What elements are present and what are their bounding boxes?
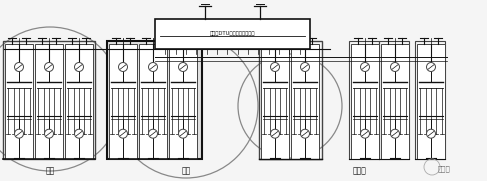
Bar — [65, 44, 93, 159]
Bar — [3, 41, 95, 159]
Bar — [259, 41, 322, 159]
Bar — [107, 41, 202, 159]
Text: 分布式DTU环网自愈控制中心: 分布式DTU环网自愈控制中心 — [210, 31, 255, 36]
Circle shape — [427, 129, 435, 138]
Circle shape — [270, 62, 280, 71]
Circle shape — [391, 62, 399, 71]
Text: 辐射式: 辐射式 — [353, 166, 367, 175]
Bar — [381, 44, 409, 159]
Circle shape — [75, 62, 83, 71]
Circle shape — [179, 62, 187, 71]
Bar — [155, 19, 310, 49]
Bar — [139, 44, 167, 159]
Circle shape — [44, 62, 54, 71]
Text: 链式: 链式 — [181, 166, 190, 175]
Bar — [417, 44, 445, 159]
Circle shape — [118, 129, 128, 138]
Bar — [379, 41, 409, 159]
Circle shape — [427, 62, 435, 71]
Circle shape — [149, 62, 157, 71]
Text: 串联: 串联 — [45, 166, 55, 175]
Text: 电气圈: 电气圈 — [438, 166, 451, 172]
Circle shape — [15, 62, 23, 71]
Circle shape — [300, 62, 309, 71]
Circle shape — [179, 129, 187, 138]
Circle shape — [360, 62, 370, 71]
Circle shape — [118, 62, 128, 71]
Circle shape — [75, 129, 83, 138]
Circle shape — [391, 129, 399, 138]
Circle shape — [15, 129, 23, 138]
Bar — [5, 44, 33, 159]
Circle shape — [360, 129, 370, 138]
Circle shape — [270, 129, 280, 138]
Bar — [109, 44, 137, 159]
Circle shape — [300, 129, 309, 138]
Bar — [261, 44, 289, 159]
Circle shape — [149, 129, 157, 138]
Bar — [349, 41, 379, 159]
Bar — [351, 44, 379, 159]
Bar — [415, 41, 445, 159]
Circle shape — [44, 129, 54, 138]
Bar — [291, 44, 319, 159]
Bar — [169, 44, 197, 159]
Bar — [35, 44, 63, 159]
